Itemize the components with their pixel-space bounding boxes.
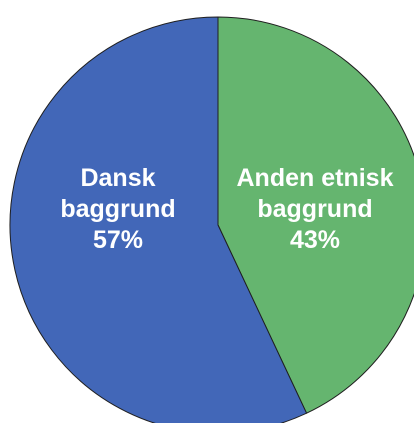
pie-slice-percent-1: 57% [93, 226, 143, 254]
pie-slice-label-1: Dansk baggrund 57% [60, 164, 175, 254]
pie-slice-label-line-0-1: baggrund [257, 195, 372, 223]
pie-slice-percent-0: 43% [290, 226, 340, 254]
pie-slices [9, 16, 414, 423]
pie-slice-1 [9, 16, 308, 423]
pie-slice-0 [217, 16, 414, 414]
pie-labels: Anden etnisk baggrund 43% Dansk baggrund 57% [60, 164, 393, 254]
pie-slice-label-line-1-1: baggrund [60, 195, 175, 223]
pie-slice-label-line-0-0: Anden etnisk [237, 164, 394, 192]
pie-slice-label-line-1-0: Dansk [80, 164, 155, 192]
pie-slice-label-0: Anden etnisk baggrund 43% [237, 164, 394, 254]
